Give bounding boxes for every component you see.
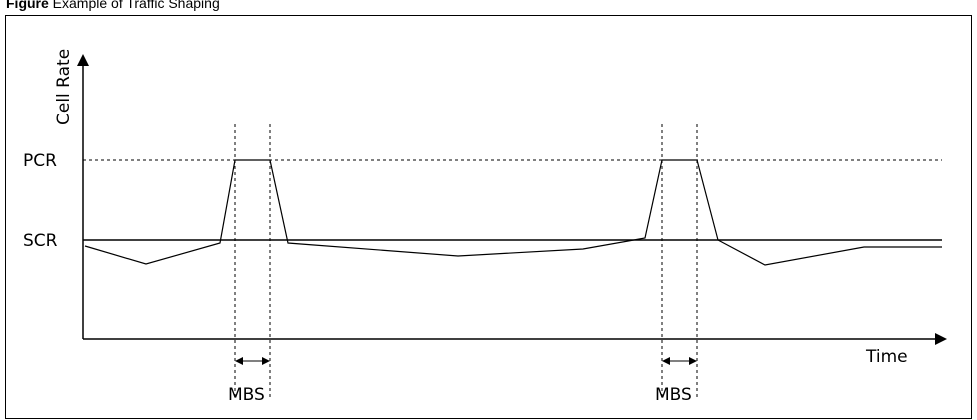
mbs-label-2: MBS: [655, 385, 692, 405]
mbs-label-1: MBS: [228, 385, 265, 405]
figure-caption: Figure Example of Traffic Shaping: [6, 0, 220, 11]
scr-label: SCR: [23, 231, 58, 251]
y-axis-label: Cell Rate: [54, 49, 74, 125]
figure-caption-label: Figure: [6, 0, 49, 11]
pcr-label: PCR: [23, 151, 57, 171]
x-axis-label: Time: [865, 347, 908, 367]
figure-frame: [5, 15, 972, 419]
traffic-curve: [84, 159, 942, 266]
figure-caption-text: Example of Traffic Shaping: [48, 0, 220, 11]
